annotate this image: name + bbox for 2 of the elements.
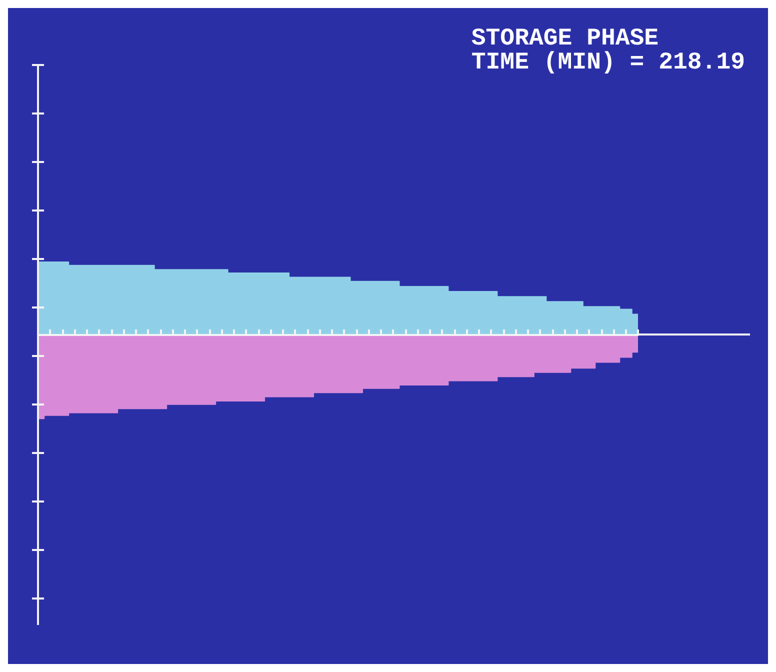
text: TIME (MIN) = 218.19 [471,50,746,76]
chart-title: STORAGE PHASE [471,26,659,52]
